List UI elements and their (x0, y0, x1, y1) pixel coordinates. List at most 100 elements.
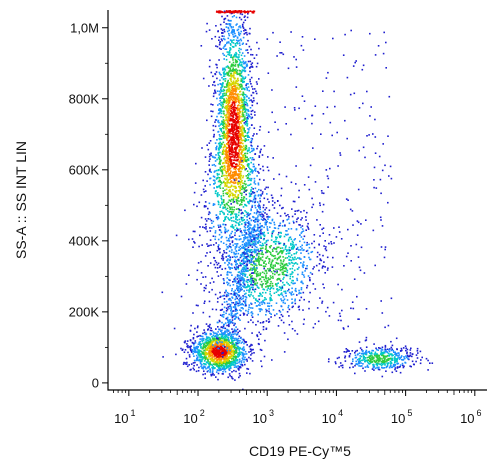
event-dot (210, 357, 213, 360)
event-dot (250, 193, 253, 195)
event-dot (214, 121, 216, 123)
event-dot (219, 347, 222, 350)
event-dot (252, 228, 254, 231)
event-dot (216, 193, 219, 195)
event-dot (244, 235, 246, 238)
event-dot (236, 78, 239, 80)
event-dot (246, 156, 248, 159)
event-dot (226, 259, 228, 262)
event-dot (260, 293, 262, 296)
event-dot (272, 277, 274, 279)
event-dot (253, 197, 256, 199)
event-dot (234, 234, 236, 237)
event-dot (236, 173, 239, 175)
event-dot (222, 362, 225, 365)
event-dot (212, 220, 215, 223)
event-dot (303, 276, 306, 278)
event-dot (221, 350, 223, 352)
event-dot (215, 178, 218, 180)
event-dot (243, 29, 245, 32)
event-dot (228, 135, 231, 138)
event-dot (218, 93, 221, 96)
event-dot (229, 138, 232, 140)
event-dot (242, 104, 244, 106)
event-dot (278, 294, 281, 297)
event-dot (287, 228, 290, 230)
event-dot (270, 262, 273, 264)
event-dot (221, 171, 224, 173)
event-dot (237, 31, 240, 34)
event-dot (238, 84, 241, 86)
event-dot (212, 203, 215, 205)
event-dot (260, 253, 262, 255)
event-dot (226, 99, 229, 102)
event-dot (222, 47, 225, 49)
event-dot (301, 228, 304, 230)
event-dot (237, 121, 239, 123)
event-dot (261, 256, 264, 258)
event-dot (251, 275, 253, 277)
event-dot (262, 244, 265, 247)
event-dot (202, 353, 204, 355)
event-dot (300, 249, 302, 251)
event-dot (225, 102, 228, 105)
event-dot (257, 228, 259, 230)
event-dot (244, 210, 246, 212)
event-dot (210, 363, 213, 366)
event-dot (237, 126, 239, 128)
event-dot (254, 201, 256, 203)
event-dot (295, 251, 298, 253)
event-dot (229, 182, 231, 184)
event-dot (238, 180, 240, 183)
event-dot (229, 178, 231, 181)
event-dot (221, 201, 223, 204)
event-dot (262, 238, 265, 241)
event-dot (209, 362, 211, 365)
event-dot (230, 347, 232, 349)
event-dot (248, 306, 250, 308)
event-dot (231, 343, 233, 346)
event-dot (238, 72, 241, 75)
event-dot (238, 372, 241, 375)
event-dot (217, 244, 220, 246)
event-dot (229, 193, 231, 196)
event-dot (229, 49, 231, 52)
event-dot (245, 65, 248, 68)
event-dot (242, 161, 244, 163)
event-dot (190, 368, 192, 371)
event-dot (214, 92, 217, 94)
event-dot (235, 60, 237, 62)
event-dot (232, 33, 234, 36)
event-dot (238, 117, 241, 120)
event-dot (245, 61, 247, 63)
event-dot (225, 216, 228, 218)
event-dot (284, 263, 287, 266)
event-dot (221, 337, 224, 340)
event-dot (229, 48, 232, 51)
event-dot (250, 267, 252, 270)
event-dot (250, 189, 252, 191)
event-dot (300, 226, 302, 229)
event-dot (275, 302, 278, 304)
event-dot (295, 252, 297, 255)
event-dot (254, 269, 256, 271)
event-dot (208, 356, 211, 358)
event-dot (246, 119, 248, 122)
event-dot (306, 225, 309, 228)
event-dot (234, 148, 236, 150)
event-dot (261, 232, 264, 235)
event-dot (231, 106, 234, 109)
event-dot (251, 85, 253, 88)
event-dot (242, 338, 245, 341)
event-dot (206, 353, 208, 355)
event-dot (196, 345, 199, 348)
event-dot (239, 59, 241, 61)
event-dot (197, 349, 199, 351)
event-dot (241, 157, 243, 159)
event-dot (257, 170, 259, 173)
event-dot (302, 261, 305, 263)
event-dot (227, 158, 230, 160)
event-dot (250, 53, 252, 56)
event-dot (249, 173, 251, 176)
event-dot (234, 182, 237, 184)
